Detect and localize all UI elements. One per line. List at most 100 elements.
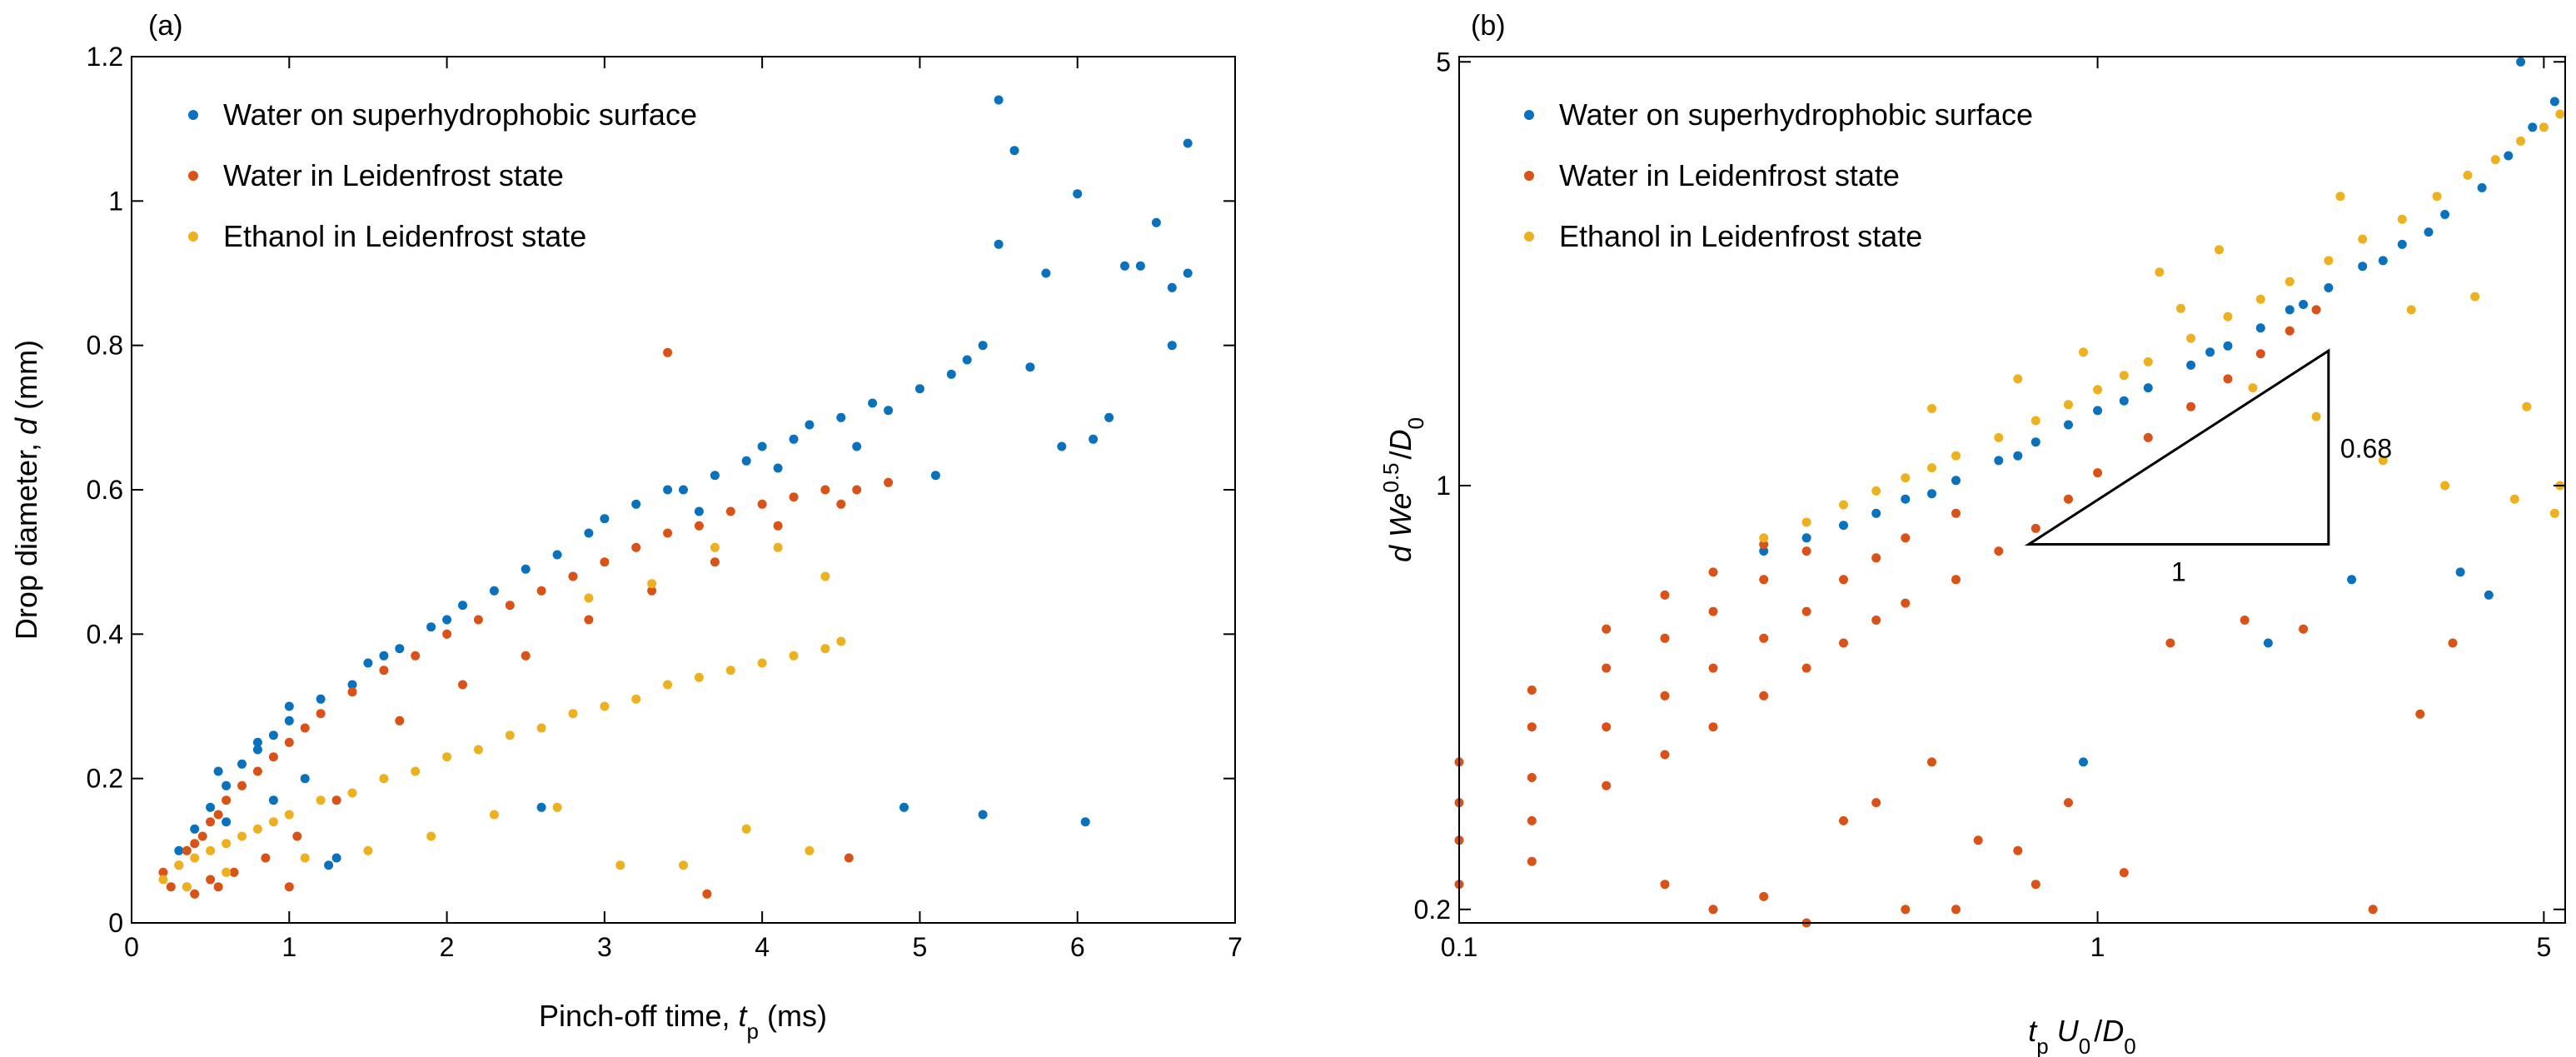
panel-b-point-s1-54 [2415, 709, 2425, 719]
panel-a-point-s0-19 [631, 499, 641, 509]
panel-a-point-s1-13 [316, 709, 326, 719]
panel-a-point-s2-16 [536, 723, 546, 733]
panel-a-point-s1-41 [521, 651, 531, 661]
panel-a-point-s0-7 [284, 715, 294, 725]
panel-a-ytick-label: 0.4 [87, 619, 123, 649]
panel-b-point-s1-41 [2223, 374, 2233, 384]
panel-a-point-s2-25 [820, 644, 830, 654]
panel-b-point-s1-6 [1527, 722, 1537, 732]
panel-b-point-s2-23 [2516, 136, 2526, 146]
panel-a-point-s0-12 [426, 622, 436, 632]
panel-a-xlabel-sub: p [747, 1019, 759, 1044]
panel-a-point-s2-40 [182, 882, 192, 892]
panel-a-point-s0-28 [868, 398, 878, 408]
panel-a-point-s2-2 [190, 853, 200, 863]
panel-b-xlabel: tp U0/D0 [2028, 1014, 2135, 1057]
panel-b-point-s0-28 [1927, 489, 1936, 499]
panel-b-point-s2-6 [1951, 451, 1961, 461]
panel-b-ylabel-sup: 0.5 [1378, 462, 1403, 492]
panel-b-slope-run-label: 1 [2171, 557, 2186, 587]
panel-b-point-s1-43 [2285, 326, 2294, 336]
panel-a-xtick-label: 1 [282, 932, 296, 962]
panel-b-slope-rise-label: 0.68 [2340, 433, 2392, 463]
panel-a-point-s1-44 [710, 557, 720, 567]
panel-b-point-s1-58 [1871, 798, 1881, 808]
panel-b-point-s2-21 [2463, 170, 2473, 180]
panel-a-points [158, 95, 1193, 899]
panel-a-point-s0-26 [805, 420, 815, 430]
panel-b-xlabel-slash: / [2094, 1014, 2102, 1048]
panel-b-point-s1-23 [1759, 540, 1769, 550]
panel-a-point-s1-15 [379, 666, 389, 676]
panel-a-point-s0-20 [663, 485, 673, 495]
panel-b-point-s0-8 [2064, 420, 2073, 430]
panel-a-ytick-label: 1 [108, 186, 123, 216]
panel-b-point-s1-51 [2030, 880, 2040, 890]
panel-a-point-s1-21 [568, 571, 578, 581]
panel-a-point-s0-6 [268, 730, 278, 740]
panel-a-point-s1-43 [647, 586, 657, 596]
panel-a-label: (a) [148, 10, 183, 42]
panel-b-point-s1-16 [1708, 722, 1718, 732]
panel-a-point-s0-44 [1183, 138, 1193, 148]
panel-a-point-s1-28 [789, 492, 799, 502]
panel-a-point-s0-1 [190, 824, 200, 834]
panel-a-point-s2-39 [805, 845, 815, 855]
panel-b-point-s2-20 [2432, 192, 2442, 202]
panel-b-point-s1-28 [1839, 575, 1848, 585]
panel-a-point-s2-20 [663, 680, 673, 690]
panel-a-point-s0-35 [1009, 146, 1019, 156]
panel-b-legend-label-2: Ethanol in Leidenfrost state [1559, 219, 1922, 253]
panel-b-legend-marker-0 [1524, 110, 1534, 120]
panel-a-point-s0-54 [252, 737, 262, 747]
panel-a-point-s0-10 [363, 658, 373, 668]
panel-b-point-s2-9 [2064, 400, 2073, 410]
panel-b-point-s1-29 [1871, 616, 1881, 625]
panel-b-ylabel-var1: d [1383, 545, 1418, 562]
panel-b-point-s0-19 [2477, 182, 2487, 192]
panel-b-point-s1-15 [1660, 590, 1670, 600]
panel-b-point-s1-49 [1901, 905, 1911, 915]
panel-b-point-s1-9 [1602, 722, 1612, 732]
panel-b-point-s2-36 [2406, 305, 2416, 315]
panel-b-point-s0-0 [1759, 546, 1769, 556]
panel-a-xlabel-unit: (ms) [759, 999, 827, 1033]
panel-b-point-s2-11 [2119, 371, 2129, 381]
panel-a-point-s1-25 [694, 521, 704, 531]
panel-b-ylabel-var3: D [1383, 429, 1418, 451]
panel-a-point-s1-4 [197, 831, 207, 841]
panel-a-xtick-label: 5 [913, 932, 928, 962]
panel-a-point-s0-43 [1167, 282, 1177, 292]
panel-a-point-s0-3 [222, 780, 232, 790]
panel-b-point-s2-16 [2285, 277, 2294, 287]
panel-a-point-s0-8 [316, 694, 326, 704]
panel-a-xtick-label: 3 [597, 932, 612, 962]
panel-a-point-s0-29 [884, 406, 894, 416]
panel-a-point-s0-37 [1041, 268, 1051, 278]
panel-b-point-s1-65 [2299, 624, 2309, 634]
panel-a-point-s2-1 [174, 860, 184, 870]
panel-a-point-s1-2 [182, 845, 192, 855]
panel-a-point-s0-57 [442, 615, 452, 625]
panel-b-point-s1-44 [2311, 305, 2321, 315]
panel-a-point-s0-50 [899, 802, 909, 812]
panel-a-point-s0-60 [773, 463, 783, 473]
panel-a-legend-label-1: Water in Leidenfrost state [223, 158, 564, 192]
panel-a-point-s2-32 [363, 845, 373, 855]
panel-a-point-s0-41 [1135, 261, 1145, 271]
panel-b-point-s1-50 [1951, 905, 1961, 915]
panel-a-point-s0-47 [300, 774, 310, 784]
panel-b-point-s1-19 [1708, 567, 1718, 577]
panel-a-point-s1-18 [473, 615, 483, 625]
panel-a-point-s1-39 [395, 715, 405, 725]
panel-b-point-s1-10 [1602, 663, 1612, 673]
panel-b-point-s0-2 [1839, 521, 1848, 531]
panel-b-point-s0-16 [2358, 262, 2368, 272]
panel-a-point-s1-46 [836, 499, 846, 509]
panel-a-ylabel-unit: (mm) [9, 340, 43, 418]
panel-b-slope-triangle-shape [2024, 348, 2330, 546]
panel-a-point-s2-27 [584, 593, 594, 603]
panel-b-legend-marker-1 [1524, 171, 1534, 181]
panel-a-point-s2-33 [426, 831, 436, 841]
